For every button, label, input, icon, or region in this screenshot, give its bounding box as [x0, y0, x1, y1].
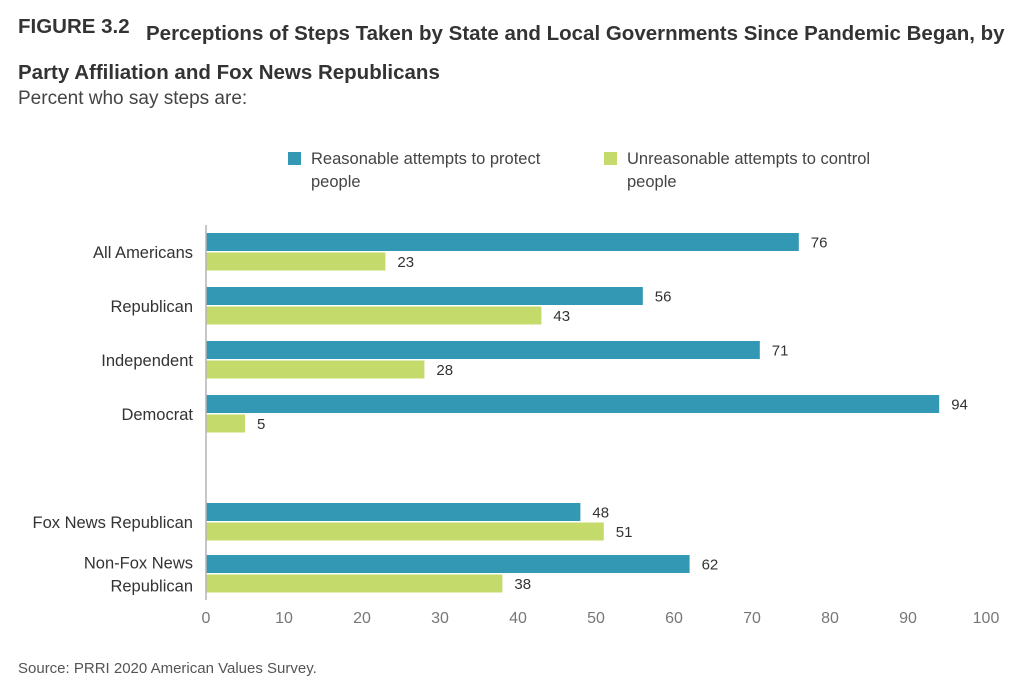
legend-swatch-reasonable [288, 152, 301, 165]
data-label: 62 [702, 557, 719, 574]
x-tick-label: 50 [587, 610, 605, 627]
chart-title-text: Perceptions of Steps Taken by State and … [18, 22, 1005, 84]
x-tick-label: 30 [431, 610, 449, 627]
category-label: All Americans [93, 244, 193, 262]
data-label: 51 [616, 524, 633, 541]
x-tick-label: 90 [899, 610, 917, 627]
x-tick-label: 20 [353, 610, 371, 627]
data-label: 5 [257, 416, 265, 433]
data-label: 23 [397, 254, 414, 271]
category-label: Republican [110, 298, 193, 316]
bar-unreasonable [206, 252, 386, 271]
bar-reasonable [206, 341, 760, 359]
bar-reasonable [206, 287, 643, 305]
bar-reasonable [206, 503, 581, 521]
x-tick-label: 40 [509, 610, 527, 627]
data-label: 38 [514, 576, 531, 593]
x-tick-label: 10 [275, 610, 293, 627]
bar-unreasonable [206, 414, 245, 433]
legend-item-reasonable: Reasonable attempts to protect people [288, 148, 558, 194]
bar-reasonable [206, 233, 799, 251]
data-label: 43 [553, 308, 570, 325]
category-label: Non-Fox News [84, 554, 193, 572]
category-label: Fox News Republican [33, 514, 194, 532]
bar-unreasonable [206, 306, 542, 325]
category-label: Republican [110, 577, 193, 595]
data-label: 28 [436, 362, 453, 379]
category-label: Democrat [121, 406, 193, 424]
x-tick-label: 80 [821, 610, 839, 627]
bar-reasonable [206, 395, 940, 413]
x-tick-label: 100 [973, 610, 1000, 627]
source-note: Source: PRRI 2020 American Values Survey… [18, 660, 317, 677]
legend-label-unreasonable: Unreasonable attempts to control people [627, 150, 871, 191]
x-tick-label: 70 [743, 610, 761, 627]
data-label: 94 [951, 397, 968, 414]
legend-item-unreasonable: Unreasonable attempts to control people [604, 148, 884, 194]
chart-subtitle: Percent who say steps are: [18, 88, 248, 109]
bar-unreasonable [206, 360, 425, 379]
bar-reasonable [206, 555, 690, 573]
legend-swatch-unreasonable [604, 152, 617, 165]
data-label: 56 [655, 289, 672, 306]
bar-unreasonable [206, 574, 503, 593]
data-label: 76 [811, 235, 828, 252]
data-label: 71 [772, 343, 789, 360]
bar-unreasonable [206, 522, 604, 541]
x-tick-label: 0 [202, 610, 211, 627]
chart-title: Perceptions of Steps Taken by State and … [18, 14, 1018, 92]
legend-label-reasonable: Reasonable attempts to protect people [311, 150, 541, 191]
data-label: 48 [592, 505, 609, 522]
figure-label: FIGURE 3.2 [18, 15, 130, 38]
x-tick-label: 60 [665, 610, 683, 627]
category-label: Independent [101, 352, 193, 370]
